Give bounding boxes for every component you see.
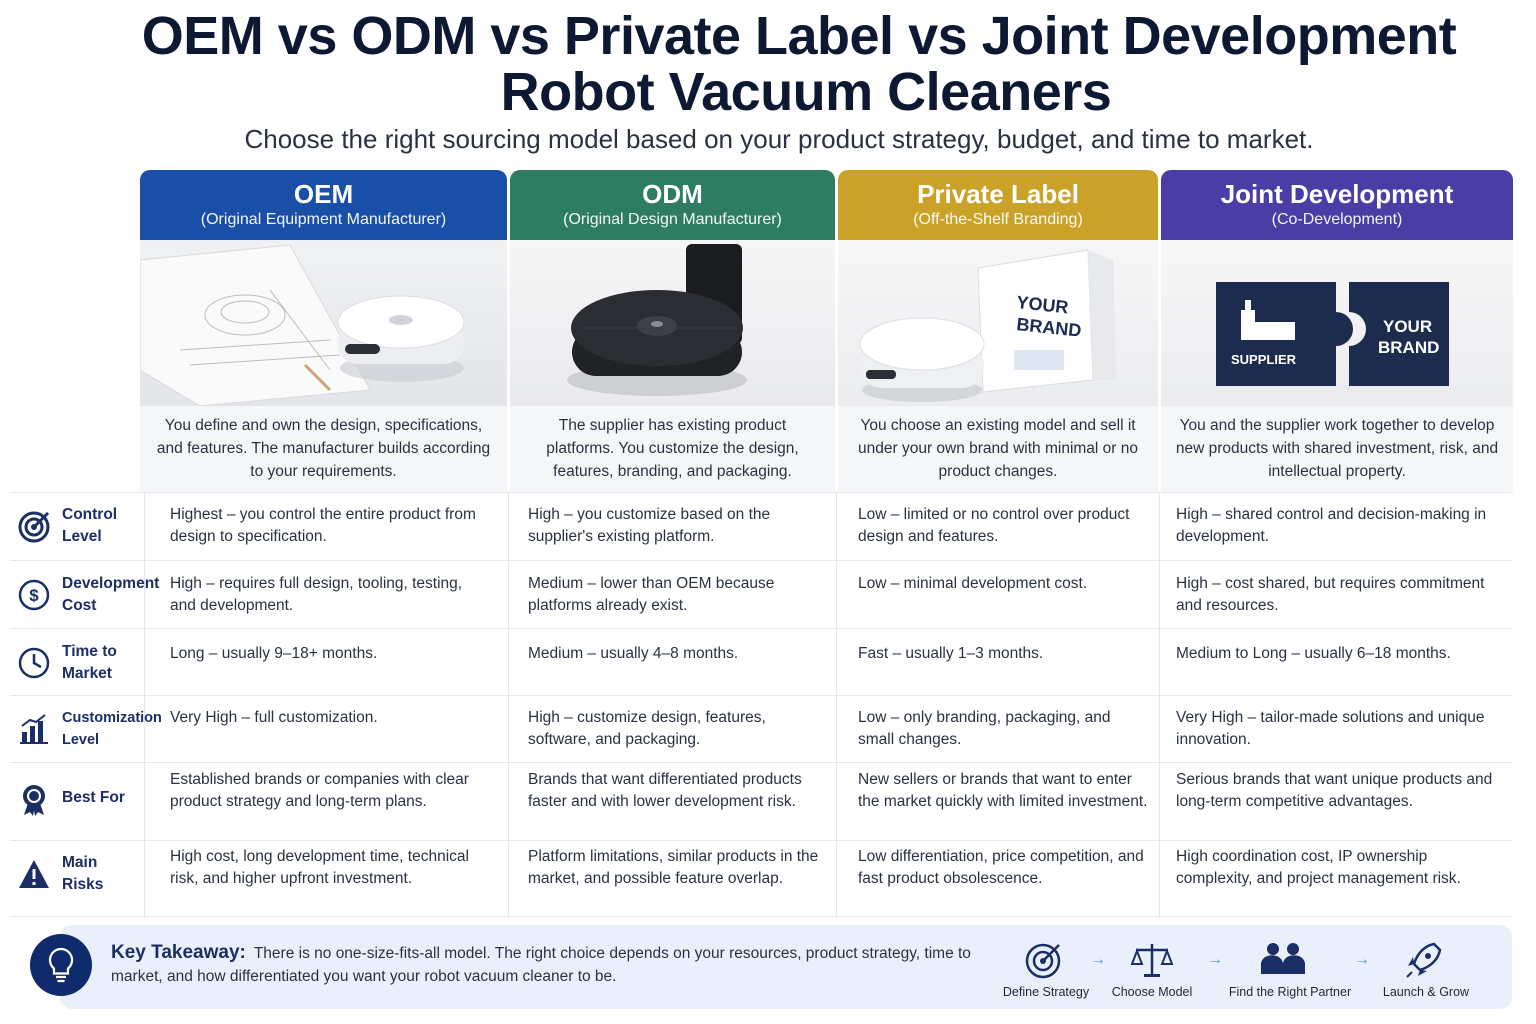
cell-joint-cost: High – cost shared, but requires commitm… bbox=[1176, 575, 1485, 614]
step-choose-model: Choose Model bbox=[1111, 985, 1193, 999]
column-name: ODM bbox=[642, 179, 703, 209]
step-define-strategy: Define Strategy bbox=[1002, 985, 1090, 999]
arrow-right-icon: → bbox=[1354, 951, 1370, 968]
warning-icon bbox=[19, 860, 49, 888]
oem-description: You define and own the design, specifica… bbox=[140, 406, 507, 492]
column-subtitle: (Original Design Manufacturer) bbox=[563, 211, 782, 228]
cell-oem-time: Long – usually 9–18+ months. bbox=[170, 645, 378, 662]
odm-product-image bbox=[510, 240, 835, 406]
column-name: Joint Development bbox=[1220, 179, 1454, 209]
cell-joint-customization: Very High – tailor-made solutions and un… bbox=[1176, 709, 1485, 748]
cell-odm-time: Medium – usually 4–8 months. bbox=[528, 645, 739, 662]
oem-product-image bbox=[140, 240, 507, 406]
scales-icon bbox=[1130, 944, 1174, 977]
cell-odm-best-for: Brands that want differentiated products… bbox=[528, 771, 802, 810]
cell-odm-customization: High – customize design, features, softw… bbox=[528, 709, 766, 748]
cell-oem-customization: Very High – full customization. bbox=[170, 709, 378, 726]
row-label-best-for: Best For bbox=[62, 789, 125, 806]
cell-private-label-cost: Low – minimal development cost. bbox=[858, 575, 1088, 592]
award-icon bbox=[23, 785, 45, 816]
joint-development-description: You and the supplier work together to de… bbox=[1161, 406, 1513, 492]
row-label-customization-level: Customization Level bbox=[62, 710, 162, 748]
cell-odm-cost: Medium – lower than OEM because platform… bbox=[528, 575, 775, 614]
cell-oem-control: Highest – you control the entire product… bbox=[170, 506, 476, 545]
cell-odm-risks: Platform limitations, similar products i… bbox=[528, 848, 819, 887]
row-label-main-risks: Main Risks bbox=[62, 854, 104, 893]
cell-oem-cost: High – requires full design, tooling, te… bbox=[170, 575, 463, 614]
private-label-product-image: YOUR BRAND bbox=[838, 240, 1158, 406]
column-name: Private Label bbox=[917, 179, 1079, 209]
dollar-icon: $ bbox=[18, 579, 50, 611]
svg-text:YOUR: YOUR bbox=[1383, 317, 1432, 336]
cell-private-label-customization: Low – only branding, packaging, and smal… bbox=[858, 709, 1111, 748]
joint-development-image: SUPPLIER YOUR BRAND bbox=[1161, 240, 1513, 406]
cell-private-label-risks: Low differentiation, price competition, … bbox=[858, 848, 1144, 887]
row-label-control-level: Control Level bbox=[62, 506, 118, 545]
key-takeaway-text: Key Takeaway: There is no one-size-fits-a… bbox=[111, 941, 991, 988]
cell-private-label-time: Fast – usually 1–3 months. bbox=[858, 645, 1044, 662]
column-subtitle: (Off-the-Shelf Branding) bbox=[913, 211, 1083, 228]
step-launch-grow: Launch & Grow bbox=[1382, 985, 1470, 999]
target-icon bbox=[18, 511, 50, 543]
target-icon bbox=[1025, 943, 1061, 979]
title-line-1: OEM vs ODM vs Private Label vs Joint Dev… bbox=[141, 6, 1457, 66]
page-title: OEM vs ODM vs Private Label vs Joint Dev… bbox=[0, 8, 1536, 120]
column-header-private-label: Private Label (Off-the-Shelf Branding) bbox=[838, 170, 1158, 240]
subtitle: Choose the right sourcing model based on… bbox=[244, 124, 1314, 154]
clock-icon bbox=[18, 647, 50, 679]
cell-oem-risks: High cost, long development time, techni… bbox=[170, 848, 469, 887]
bar-chart-icon bbox=[20, 714, 48, 744]
column-header-oem: OEM (Original Equipment Manufacturer) bbox=[140, 170, 507, 240]
cell-oem-best-for: Established brands or companies with cle… bbox=[170, 771, 469, 810]
cell-joint-time: Medium to Long – usually 6–18 months. bbox=[1176, 645, 1451, 662]
step-find-partner: Find the Right Partner bbox=[1228, 985, 1352, 999]
private-label-description: You choose an existing model and sell it… bbox=[838, 406, 1158, 492]
lightbulb-icon bbox=[30, 934, 92, 996]
column-header-joint-development: Joint Development (Co-Development) bbox=[1161, 170, 1513, 240]
cell-joint-control: High – shared control and decision-makin… bbox=[1176, 506, 1487, 545]
row-label-time-to-market: Time to Market bbox=[62, 643, 117, 682]
cell-joint-risks: High coordination cost, IP ownership com… bbox=[1176, 848, 1461, 887]
svg-text:SUPPLIER: SUPPLIER bbox=[1231, 352, 1297, 367]
svg-text:BRAND: BRAND bbox=[1378, 338, 1439, 357]
column-name: OEM bbox=[293, 179, 354, 209]
key-takeaway-label: Key Takeaway: bbox=[111, 942, 246, 963]
cell-joint-best-for: Serious brands that want unique products… bbox=[1176, 771, 1493, 810]
people-icon bbox=[1261, 943, 1305, 974]
odm-description: The supplier has existing product platfo… bbox=[510, 406, 835, 492]
arrow-right-icon: → bbox=[1090, 951, 1106, 968]
row-label-development-cost: Development Cost bbox=[62, 575, 160, 614]
key-takeaway-body: There is no one-size-fits-all model. The… bbox=[111, 945, 971, 985]
svg-text:$: $ bbox=[29, 586, 39, 605]
cell-private-label-control: Low – limited or no control over product… bbox=[858, 506, 1130, 545]
cell-odm-control: High – you customize based on the suppli… bbox=[528, 506, 771, 545]
column-subtitle: (Original Equipment Manufacturer) bbox=[200, 211, 447, 228]
column-header-odm: ODM (Original Design Manufacturer) bbox=[510, 170, 835, 240]
rocket-icon bbox=[1406, 942, 1442, 978]
column-subtitle: (Co-Development) bbox=[1271, 211, 1403, 228]
cell-private-label-best-for: New sellers or brands that want to enter… bbox=[858, 771, 1148, 810]
arrow-right-icon: → bbox=[1207, 951, 1223, 968]
title-line-2: Robot Vacuum Cleaners bbox=[500, 62, 1112, 122]
